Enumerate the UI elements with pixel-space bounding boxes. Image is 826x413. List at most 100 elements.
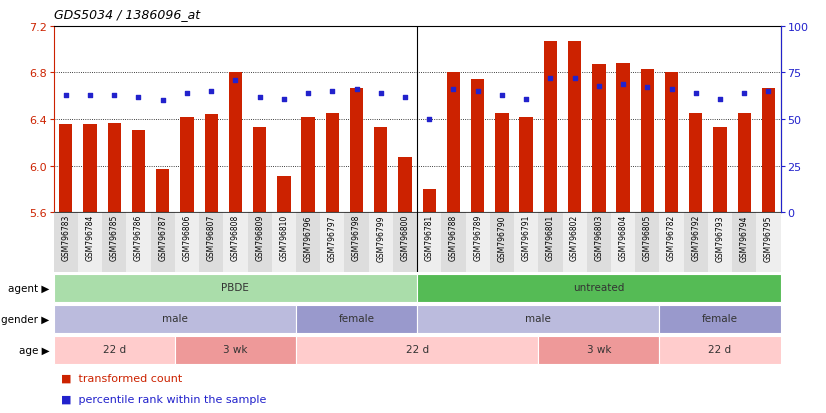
Point xyxy=(59,92,73,99)
Text: ■  transformed count: ■ transformed count xyxy=(61,373,183,382)
Bar xyxy=(344,213,368,273)
Text: PBDE: PBDE xyxy=(221,282,249,292)
Point xyxy=(229,78,242,84)
Bar xyxy=(223,213,248,273)
Bar xyxy=(417,274,781,302)
Point xyxy=(544,76,557,82)
Text: GSM796786: GSM796786 xyxy=(134,214,143,261)
Bar xyxy=(616,64,629,213)
Point xyxy=(301,90,315,97)
Point xyxy=(496,92,509,99)
Text: GSM796796: GSM796796 xyxy=(304,214,312,261)
Point xyxy=(423,116,436,123)
Bar xyxy=(78,213,102,273)
Text: GSM796790: GSM796790 xyxy=(497,214,506,261)
Bar xyxy=(150,213,175,273)
Bar xyxy=(59,124,73,213)
Bar xyxy=(568,42,582,213)
Bar xyxy=(350,88,363,213)
Point xyxy=(665,87,678,93)
Bar xyxy=(102,213,126,273)
Bar xyxy=(278,177,291,213)
Text: GSM796791: GSM796791 xyxy=(522,214,530,261)
Text: GSM796800: GSM796800 xyxy=(401,214,410,261)
Text: GSM796793: GSM796793 xyxy=(715,214,724,261)
Bar xyxy=(441,213,466,273)
Bar xyxy=(520,117,533,213)
Bar xyxy=(54,305,296,333)
Point xyxy=(180,90,193,97)
Point xyxy=(205,88,218,95)
Bar xyxy=(175,213,199,273)
Bar xyxy=(471,80,484,213)
Text: 3 wk: 3 wk xyxy=(223,344,248,354)
Text: GSM796789: GSM796789 xyxy=(473,214,482,261)
Point xyxy=(568,76,582,82)
Text: GDS5034 / 1386096_at: GDS5034 / 1386096_at xyxy=(54,8,200,21)
Bar xyxy=(423,190,436,213)
Point xyxy=(714,96,727,103)
Bar xyxy=(296,336,539,364)
Bar xyxy=(732,213,757,273)
Bar xyxy=(296,213,320,273)
Bar xyxy=(762,88,775,213)
Point xyxy=(520,96,533,103)
Bar xyxy=(272,213,296,273)
Text: GSM796803: GSM796803 xyxy=(595,214,603,261)
Bar xyxy=(132,130,145,213)
Bar xyxy=(659,305,781,333)
Bar xyxy=(708,213,732,273)
Text: GSM796795: GSM796795 xyxy=(764,214,773,261)
Text: GSM796809: GSM796809 xyxy=(255,214,264,261)
Bar xyxy=(393,213,417,273)
Text: GSM796801: GSM796801 xyxy=(546,214,555,261)
Text: GSM796802: GSM796802 xyxy=(570,214,579,261)
Bar xyxy=(447,73,460,213)
Text: 3 wk: 3 wk xyxy=(586,344,611,354)
Bar xyxy=(665,73,678,213)
Point xyxy=(132,94,145,101)
Text: ■  percentile rank within the sample: ■ percentile rank within the sample xyxy=(61,394,266,404)
Bar xyxy=(659,213,684,273)
Bar xyxy=(368,213,393,273)
Point xyxy=(738,90,751,97)
Bar xyxy=(320,213,344,273)
Bar xyxy=(248,213,272,273)
Point xyxy=(592,83,605,90)
Point xyxy=(350,87,363,93)
Bar xyxy=(539,213,563,273)
Bar xyxy=(611,213,635,273)
Text: GSM796804: GSM796804 xyxy=(619,214,628,261)
Point xyxy=(641,85,654,91)
Text: GSM796794: GSM796794 xyxy=(740,214,748,261)
Bar xyxy=(635,213,659,273)
Point xyxy=(762,88,775,95)
Bar xyxy=(490,213,514,273)
Bar xyxy=(374,128,387,213)
Bar xyxy=(54,213,78,273)
Point xyxy=(471,88,484,95)
Text: GSM796808: GSM796808 xyxy=(231,214,240,261)
Bar xyxy=(417,305,659,333)
Text: male: male xyxy=(525,313,551,323)
Text: GSM796783: GSM796783 xyxy=(61,214,70,261)
Bar xyxy=(417,213,441,273)
Bar xyxy=(757,213,781,273)
Bar xyxy=(466,213,490,273)
Bar xyxy=(156,170,169,213)
Point xyxy=(689,90,702,97)
Bar xyxy=(659,336,781,364)
Text: GSM796782: GSM796782 xyxy=(667,214,676,261)
Bar xyxy=(107,123,121,213)
Bar xyxy=(54,274,417,302)
Bar xyxy=(684,213,708,273)
Text: GSM796781: GSM796781 xyxy=(425,214,434,261)
Text: GSM796797: GSM796797 xyxy=(328,214,337,261)
Bar xyxy=(199,213,223,273)
Point xyxy=(325,88,339,95)
Point xyxy=(447,87,460,93)
Point xyxy=(616,81,629,88)
Text: gender ▶: gender ▶ xyxy=(2,314,50,324)
Text: GSM796784: GSM796784 xyxy=(86,214,94,261)
Text: 22 d: 22 d xyxy=(709,344,732,354)
